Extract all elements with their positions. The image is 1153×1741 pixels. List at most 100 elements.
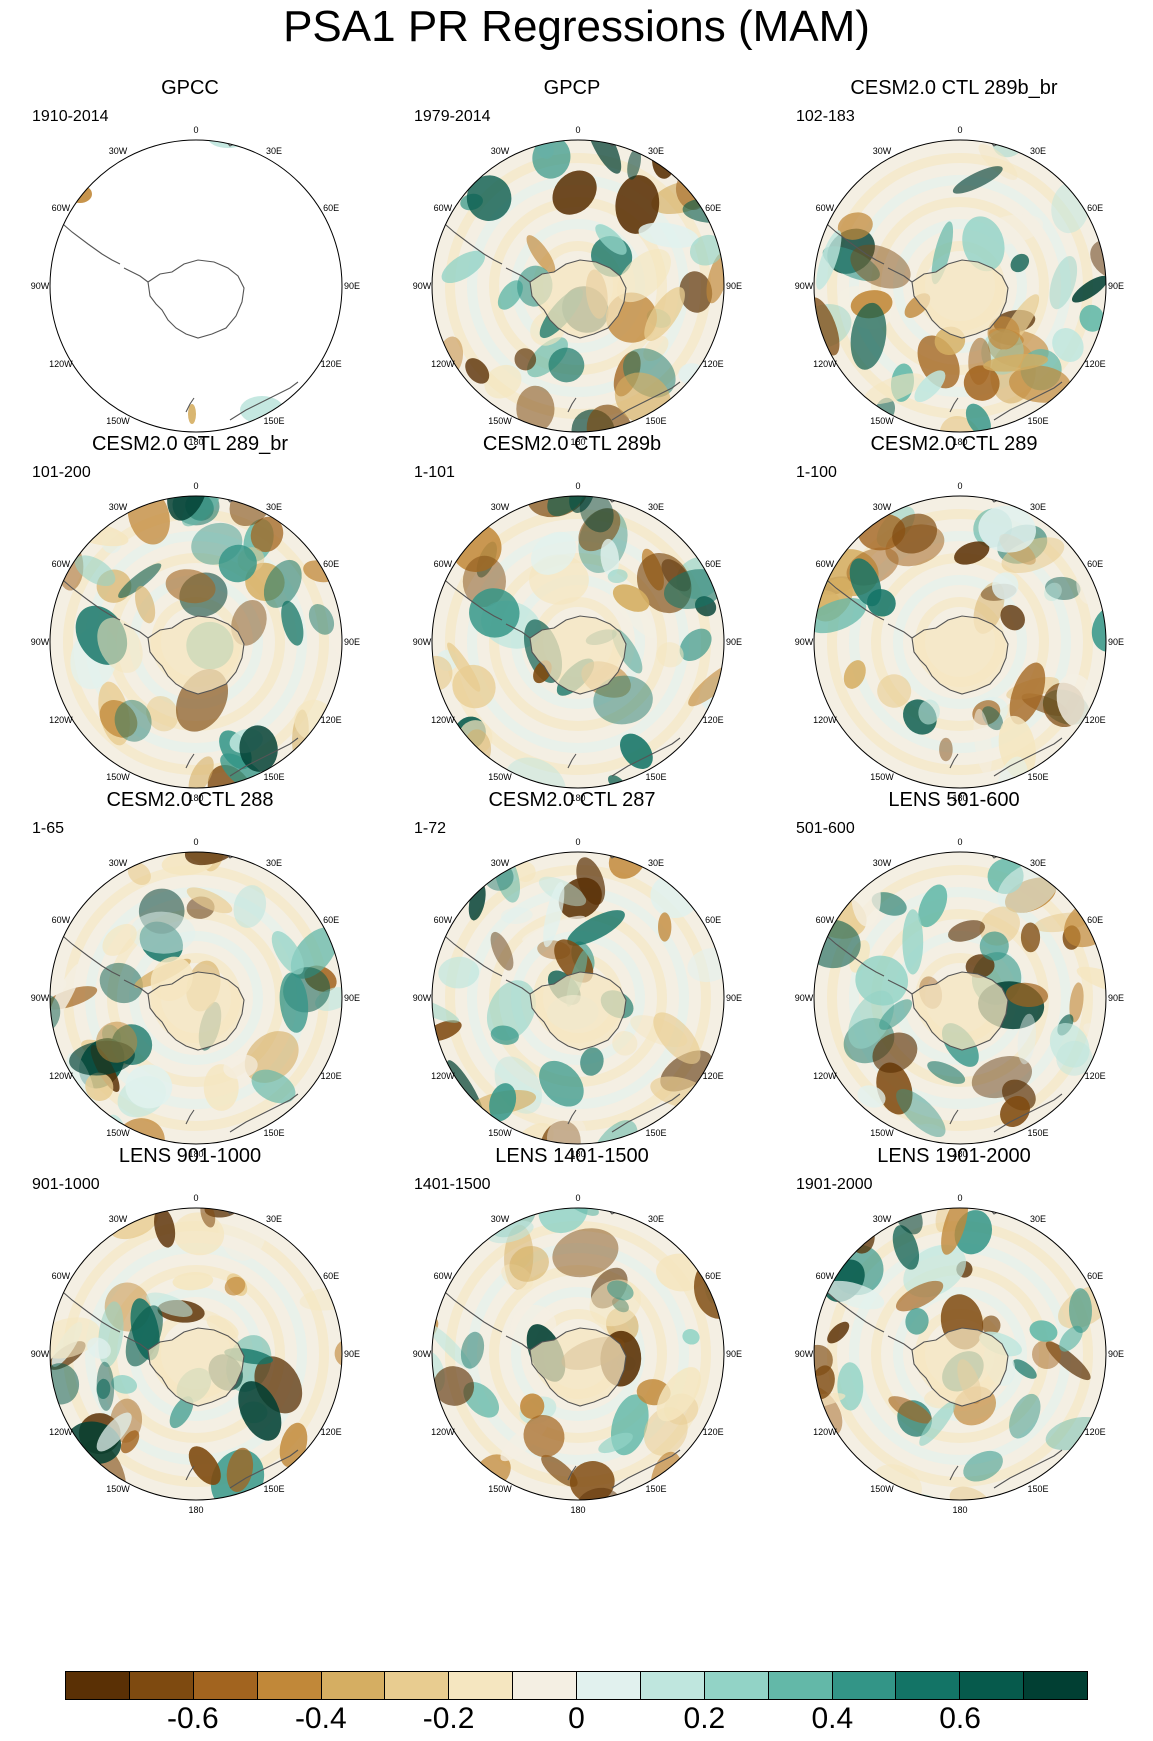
colorbar-tick-label: 0.4 xyxy=(811,1702,854,1735)
colorbar-swatch xyxy=(321,1672,386,1699)
longitude-label: 60E xyxy=(323,203,339,213)
longitude-label: 150W xyxy=(870,1128,894,1138)
polar-map: 0 30E 60E 90E 120E 150E 180 150W 120W 90W 60W 30W xyxy=(31,837,360,1159)
longitude-label: 30W xyxy=(109,1214,128,1224)
map-panel: GPCP 1979-2014 0 30E 60E 90E 120E 150E 180 150W 12… xyxy=(382,76,762,471)
longitude-label: 0 xyxy=(193,837,198,847)
longitude-label: 30W xyxy=(873,146,892,156)
longitude-label: 120E xyxy=(703,715,724,725)
longitude-label: 180 xyxy=(570,1149,585,1159)
longitude-label: 0 xyxy=(957,837,962,847)
longitude-label: 150W xyxy=(106,1128,130,1138)
longitude-label: 120W xyxy=(49,359,73,369)
longitude-label: 180 xyxy=(188,1149,203,1159)
longitude-label: 180 xyxy=(188,1505,203,1515)
polar-map: 0 30E 60E 90E 120E 150E 180 150W 120W 90W 60W 30W xyxy=(795,1193,1124,1515)
longitude-label: 90E xyxy=(1108,993,1124,1003)
longitude-label: 30E xyxy=(266,858,282,868)
precip-field xyxy=(814,496,1106,788)
longitude-label: 120W xyxy=(813,715,837,725)
precip-field xyxy=(814,1208,1106,1500)
longitude-label: 60W xyxy=(434,559,453,569)
longitude-label: 120E xyxy=(703,359,724,369)
longitude-label: 150E xyxy=(645,772,666,782)
longitude-label: 90E xyxy=(726,1349,742,1359)
longitude-label: 90W xyxy=(795,993,814,1003)
longitude-label: 120E xyxy=(321,715,342,725)
longitude-label: 180 xyxy=(188,437,203,447)
panel-year-range: 101-200 xyxy=(32,464,91,481)
map-panel: CESM2.0 CTL 287 1-72 0 30E 60E 90E 120E 150E 180… xyxy=(382,788,762,1183)
longitude-label: 150W xyxy=(488,1128,512,1138)
longitude-label: 120W xyxy=(431,1071,455,1081)
map-border xyxy=(813,851,1107,1145)
longitude-label: 150W xyxy=(870,416,894,426)
longitude-label: 30E xyxy=(1030,858,1046,868)
longitude-label: 150W xyxy=(870,772,894,782)
colorbar-swatch xyxy=(257,1672,322,1699)
polar-map: 0 30E 60E 90E 120E 150E 180 150W 120W 90W 60W 30W xyxy=(31,1193,360,1515)
longitude-label: 120E xyxy=(321,1427,342,1437)
colorbar-tick-label: 0.2 xyxy=(683,1702,726,1735)
longitude-label: 60W xyxy=(52,1271,71,1281)
panel-title: LENS 901-1000 xyxy=(118,1145,262,1167)
longitude-label: 150E xyxy=(263,1128,284,1138)
polar-map: 0 30E 60E 90E 120E 150E 180 150W 120W 90W 60W 30W xyxy=(795,125,1124,447)
panel-year-range: 1-100 xyxy=(796,464,837,481)
panel-year-range: 1910-2014 xyxy=(32,108,109,125)
panel-year-range: 1-101 xyxy=(414,464,455,481)
precip-field xyxy=(432,1208,724,1500)
longitude-label: 180 xyxy=(188,793,203,803)
longitude-label: 90W xyxy=(31,993,50,1003)
colorbar-swatch xyxy=(513,1672,577,1699)
polar-map: 0 30E 60E 90E 120E 150E 180 150W 120W 90W 60W 30W xyxy=(413,837,742,1159)
longitude-label: 60E xyxy=(1087,203,1103,213)
panel-title: CESM2.0 CTL 289_br xyxy=(91,433,288,455)
longitude-label: 30W xyxy=(873,858,892,868)
precip-field xyxy=(814,140,1106,432)
panel-year-range: 901-1000 xyxy=(32,1176,100,1193)
panel-year-range: 102-183 xyxy=(796,108,855,125)
precip-field xyxy=(50,1208,342,1500)
longitude-label: 0 xyxy=(575,1193,580,1203)
longitude-label: 120E xyxy=(703,1071,724,1081)
panel-year-range: 1-72 xyxy=(414,820,447,837)
longitude-label: 60E xyxy=(1087,1271,1103,1281)
longitude-label: 60W xyxy=(434,203,453,213)
panel-title: LENS 501-600 xyxy=(888,789,1020,811)
longitude-label: 60W xyxy=(52,559,71,569)
colorbar-tick-label: -0.6 xyxy=(167,1702,219,1735)
panel-title: CESM2.0 CTL 287 xyxy=(488,789,656,811)
longitude-label: 60W xyxy=(816,1271,835,1281)
longitude-label: 120W xyxy=(431,715,455,725)
longitude-label: 120E xyxy=(321,359,342,369)
longitude-label: 60E xyxy=(1087,915,1103,925)
longitude-label: 0 xyxy=(193,1193,198,1203)
longitude-label: 60E xyxy=(323,559,339,569)
longitude-label: 180 xyxy=(952,437,967,447)
longitude-label: 90E xyxy=(1108,1349,1124,1359)
longitude-label: 60W xyxy=(52,915,71,925)
longitude-label: 90E xyxy=(344,281,360,291)
colorbar-tick-label: -0.2 xyxy=(422,1702,475,1735)
longitude-label: 90W xyxy=(413,281,432,291)
longitude-label: 60E xyxy=(323,1271,339,1281)
longitude-label: 90E xyxy=(344,637,360,647)
precip-field xyxy=(50,496,342,788)
longitude-label: 150W xyxy=(106,416,130,426)
longitude-label: 60W xyxy=(52,203,71,213)
longitude-label: 90E xyxy=(344,993,360,1003)
longitude-label: 30W xyxy=(491,858,510,868)
longitude-label: 0 xyxy=(575,125,580,135)
map-panel: LENS 901-1000 901-1000 0 30E 60E 90E 120E 150E 1… xyxy=(0,1144,380,1539)
longitude-label: 150E xyxy=(645,1484,666,1494)
map-panel: LENS 1901-2000 1901-2000 0 30E 60E 90E 120E 150… xyxy=(764,1144,1144,1539)
longitude-label: 60E xyxy=(705,1271,721,1281)
map-border xyxy=(813,1207,1107,1501)
longitude-label: 120E xyxy=(321,1071,342,1081)
panel-year-range: 1901-2000 xyxy=(796,1176,873,1193)
longitude-label: 150W xyxy=(488,416,512,426)
longitude-label: 30E xyxy=(266,146,282,156)
precip-field xyxy=(432,140,724,432)
panel-year-range: 1-65 xyxy=(32,820,65,837)
